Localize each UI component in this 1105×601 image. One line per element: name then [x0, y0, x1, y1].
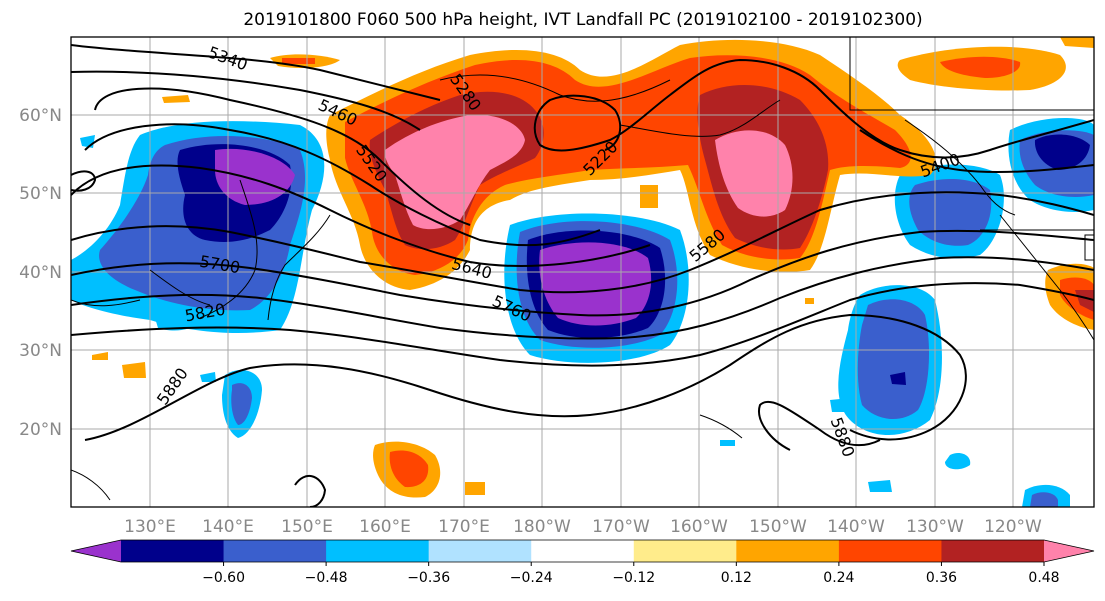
- map-frame: [70, 36, 1095, 508]
- lon-label: 130°E: [124, 517, 176, 537]
- colorbar-segment: [531, 540, 635, 562]
- colorbar-tick-label: 0.24: [823, 570, 854, 586]
- lon-label: 160°E: [359, 517, 411, 537]
- positive-anomaly-south: [92, 298, 814, 498]
- colorbar-segment: [941, 540, 1045, 562]
- lon-label: 150°E: [281, 517, 333, 537]
- chart-title: 2019101800 F060 500 hPa height, IVT Land…: [243, 10, 922, 30]
- colorbar-tick-label: −0.24: [510, 570, 553, 586]
- colorbar-extend-high: [1044, 540, 1094, 562]
- longitude-axis: 130°E 140°E 150°E 160°E 170°E 180°W 170°…: [124, 517, 1042, 537]
- negative-anomaly-east: [830, 118, 1094, 507]
- colorbar: −0.60 −0.48 −0.36 −0.24 −0.12 0.12 0.24 0.36 0.4…: [70, 539, 1095, 586]
- colorbar-ticks: −0.60 −0.48 −0.36 −0.24 −0.12 0.12 0.24 0.36 0.4…: [202, 562, 1060, 586]
- colorbar-tick-label: 0.12: [721, 570, 752, 586]
- height-contours: [71, 44, 1094, 507]
- colorbar-segment: [633, 540, 737, 562]
- lon-label: 180°W: [513, 517, 571, 537]
- colorbar-segment: [736, 540, 840, 562]
- colorbar-segment: [838, 540, 942, 562]
- lon-label: 150°W: [749, 517, 807, 537]
- lon-label: 120°W: [984, 517, 1042, 537]
- colorbar-tick-label: 0.36: [926, 570, 957, 586]
- lat-label: 40°N: [19, 263, 62, 283]
- colorbar-segment: [223, 540, 327, 562]
- lat-label: 20°N: [19, 420, 62, 440]
- coastlines: [71, 37, 1094, 501]
- latitude-axis: 60°N 50°N 40°N 30°N 20°N: [19, 106, 62, 440]
- lon-label: 140°W: [827, 517, 885, 537]
- lon-label: 170°W: [592, 517, 650, 537]
- lon-label: 130°W: [906, 517, 964, 537]
- colorbar-tick-label: 0.48: [1028, 570, 1059, 586]
- lon-label: 170°E: [438, 517, 490, 537]
- lat-label: 30°N: [19, 341, 62, 361]
- colorbar-outline: [70, 539, 1095, 563]
- colorbar-extend-low: [71, 540, 121, 562]
- colorbar-segment: [121, 540, 225, 562]
- negative-anomaly-small: [155, 313, 735, 446]
- colorbar-tick-label: −0.12: [612, 570, 655, 586]
- lon-label: 160°W: [670, 517, 728, 537]
- lat-label: 50°N: [19, 184, 62, 204]
- colorbar-segment: [326, 540, 430, 562]
- negative-anomaly-central: [504, 213, 689, 363]
- colorbar-tick-label: −0.60: [202, 570, 245, 586]
- colorbar-segment: [428, 540, 532, 562]
- lat-label: 60°N: [19, 106, 62, 126]
- lon-label: 140°E: [202, 517, 254, 537]
- colorbar-swatches: [70, 539, 1095, 563]
- colorbar-tick-label: −0.36: [407, 570, 450, 586]
- ivt-shading: [71, 37, 1094, 507]
- colorbar-tick-label: −0.48: [305, 570, 348, 586]
